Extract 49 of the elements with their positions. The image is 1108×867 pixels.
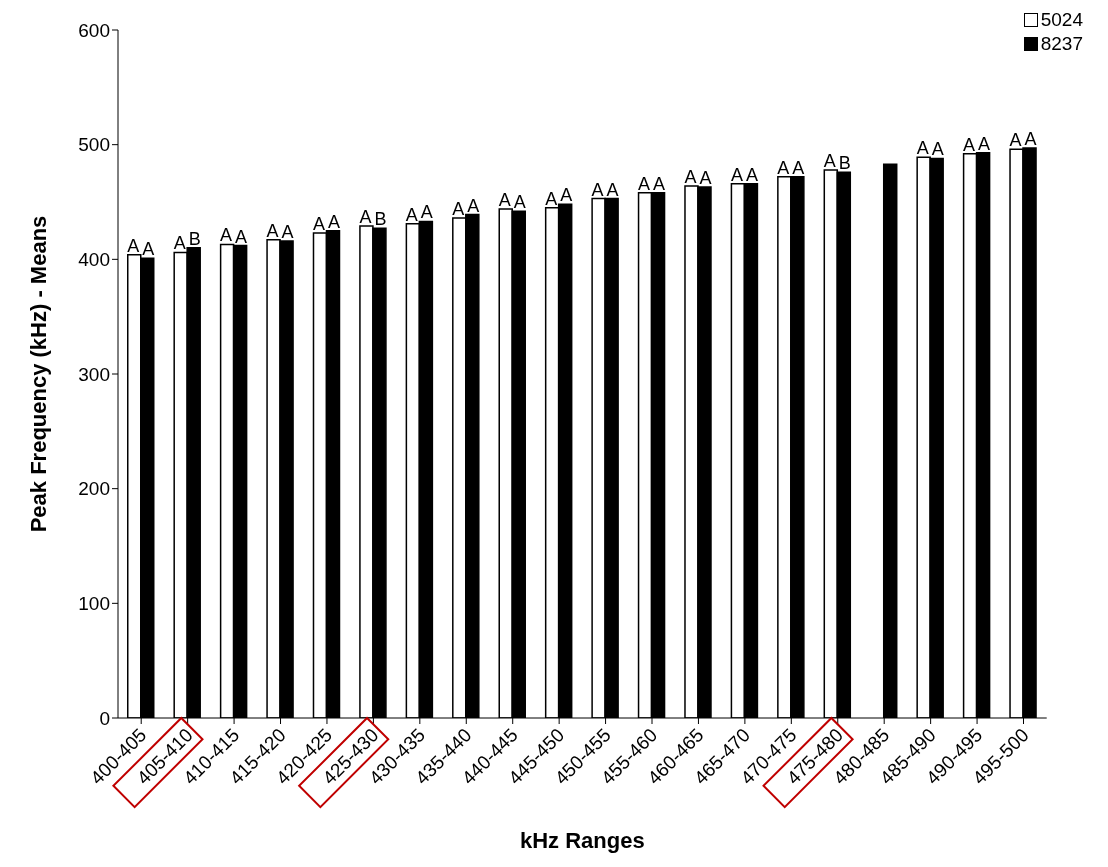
data-label: A: [730, 164, 743, 185]
data-label: A: [963, 134, 976, 155]
data-label: A: [142, 239, 155, 260]
data-label: A: [916, 138, 929, 159]
data-label: A: [684, 166, 697, 187]
data-label: A: [1009, 130, 1022, 151]
data-label: A: [420, 202, 433, 223]
data-label: A: [312, 213, 325, 234]
data-label: A: [281, 221, 294, 242]
data-label: A: [560, 185, 573, 206]
data-label: A: [452, 199, 465, 220]
data-label: A: [1024, 129, 1037, 150]
data-label: A: [591, 179, 604, 200]
data-label: B: [374, 209, 387, 230]
data-label: A: [235, 226, 248, 247]
legend-label: 5024: [1040, 9, 1083, 31]
data-label: A: [498, 189, 511, 210]
y-tick-label: 400: [78, 249, 110, 271]
data-label: A: [220, 225, 233, 246]
data-label: A: [405, 204, 418, 225]
y-tick-label: 500: [78, 134, 110, 156]
data-label: A: [931, 139, 944, 160]
data-label: A: [513, 192, 526, 213]
data-label: B: [838, 153, 851, 174]
data-label: A: [823, 150, 836, 171]
data-label: A: [467, 195, 480, 216]
data-label: A: [777, 157, 790, 178]
legend-label: 8237: [1040, 33, 1083, 55]
data-label: B: [188, 228, 201, 249]
data-label: A: [745, 164, 758, 185]
y-tick-label: 0: [99, 707, 110, 729]
y-tick-label: 100: [78, 593, 110, 615]
y-tick-label: 200: [78, 478, 110, 500]
data-label: A: [606, 179, 619, 200]
y-axis-title: Peak Frequency (kHz) - Means: [25, 215, 51, 533]
data-label: A: [792, 157, 805, 178]
y-tick-label: 600: [78, 19, 110, 41]
data-label: A: [359, 207, 372, 228]
data-label: A: [127, 235, 140, 256]
x-axis-title: kHz Ranges: [520, 828, 645, 853]
data-label: A: [699, 168, 712, 189]
data-label: A: [545, 188, 558, 209]
data-label: A: [978, 133, 991, 154]
data-label: A: [638, 173, 651, 194]
data-label: A: [327, 211, 340, 232]
data-label: A: [653, 173, 666, 194]
data-label: A: [266, 220, 279, 241]
y-tick-label: 300: [78, 363, 110, 385]
data-label: A: [173, 233, 186, 254]
